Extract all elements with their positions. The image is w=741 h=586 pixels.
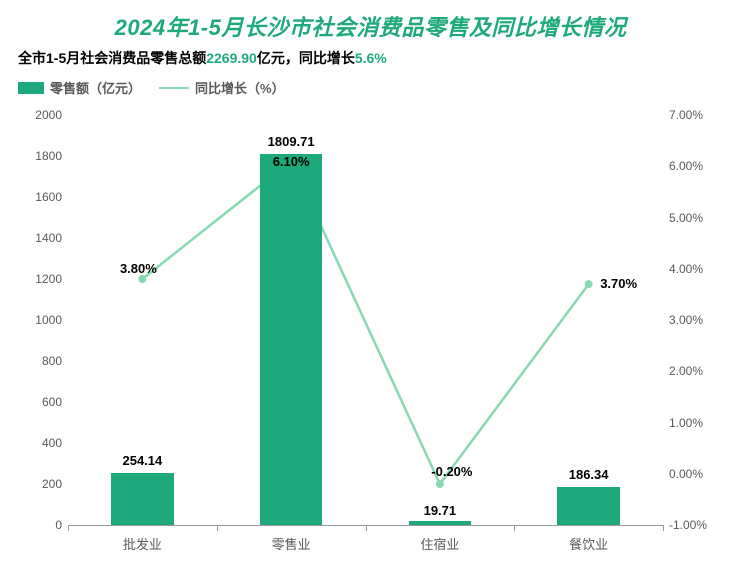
legend-swatch-line bbox=[159, 87, 189, 89]
y-left-tick-label: 400 bbox=[18, 436, 62, 450]
y-left-tick-label: 1200 bbox=[18, 272, 62, 286]
y-right-tick-label: 5.00% bbox=[669, 211, 723, 225]
subtitle-value1: 2269.90 bbox=[206, 50, 257, 66]
subtitle-mid: 亿元，同比增长 bbox=[257, 50, 355, 66]
chart-subtitle: 全市1-5月社会消费品零售总额2269.90亿元，同比增长5.6% bbox=[18, 48, 723, 68]
legend-label-bar: 零售额（亿元） bbox=[50, 78, 141, 97]
chart-area: 0 200 400 600 800 1000 1200 1400 1600 1800 2000 -1.… bbox=[18, 105, 723, 565]
subtitle-prefix: 全市1-5月社会消费品零售总额 bbox=[18, 50, 206, 66]
legend-label-line: 同比增长（%） bbox=[195, 78, 285, 97]
y-left-tick-label: 200 bbox=[18, 477, 62, 491]
y-right-tick-label: 6.00% bbox=[669, 159, 723, 173]
y-right-tick-label: 3.00% bbox=[669, 313, 723, 327]
x-category-label: 住宿业 bbox=[420, 534, 459, 553]
x-category-label: 批发业 bbox=[123, 534, 162, 553]
y-left-tick-label: 1600 bbox=[18, 190, 62, 204]
growth-value-label: -0.20% bbox=[431, 464, 472, 479]
x-category-label: 零售业 bbox=[272, 534, 311, 553]
x-tick bbox=[663, 525, 664, 531]
bar-value-label: 19.71 bbox=[424, 503, 457, 518]
bar bbox=[260, 154, 322, 525]
bar bbox=[111, 473, 173, 525]
chart-container: 2024年1-5月长沙市社会消费品零售及同比增长情况 全市1-5月社会消费品零售… bbox=[0, 0, 741, 586]
growth-value-label: 3.70% bbox=[600, 276, 637, 291]
y-left-tick-label: 1000 bbox=[18, 313, 62, 327]
y-left-tick-label: 1400 bbox=[18, 231, 62, 245]
bar-value-label: 254.14 bbox=[122, 453, 162, 468]
y-right-tick-label: 2.00% bbox=[669, 364, 723, 378]
growth-marker bbox=[585, 280, 593, 288]
bar bbox=[557, 487, 619, 525]
y-left-tick-label: 1800 bbox=[18, 149, 62, 163]
legend: 零售额（亿元） 同比增长（%） bbox=[18, 78, 723, 97]
x-tick bbox=[514, 525, 515, 531]
growth-marker bbox=[436, 480, 444, 488]
x-category-label: 餐饮业 bbox=[569, 534, 608, 553]
y-left-tick-label: 800 bbox=[18, 354, 62, 368]
y-right-tick-label: 1.00% bbox=[669, 416, 723, 430]
growth-line bbox=[142, 161, 588, 484]
legend-item-bar: 零售额（亿元） bbox=[18, 78, 141, 97]
y-left-tick-label: 2000 bbox=[18, 108, 62, 122]
x-tick bbox=[68, 525, 69, 531]
growth-value-label: 3.80% bbox=[120, 261, 157, 276]
y-left-tick-label: 600 bbox=[18, 395, 62, 409]
x-tick bbox=[366, 525, 367, 531]
y-left-tick-label: 0 bbox=[18, 518, 62, 532]
bar-value-label: 1809.71 bbox=[268, 134, 315, 149]
bar-value-label: 186.34 bbox=[569, 467, 609, 482]
growth-value-label: 6.10% bbox=[273, 154, 310, 169]
y-right-tick-label: 0.00% bbox=[669, 467, 723, 481]
y-right-tick-label: -1.00% bbox=[669, 518, 723, 532]
subtitle-value2: 5.6% bbox=[355, 50, 387, 66]
y-right-tick-label: 4.00% bbox=[669, 262, 723, 276]
x-tick bbox=[217, 525, 218, 531]
chart-title: 2024年1-5月长沙市社会消费品零售及同比增长情况 bbox=[18, 10, 723, 42]
legend-swatch-bar bbox=[18, 82, 44, 94]
y-right-tick-label: 7.00% bbox=[669, 108, 723, 122]
legend-item-line: 同比增长（%） bbox=[159, 78, 285, 97]
growth-marker bbox=[138, 275, 146, 283]
